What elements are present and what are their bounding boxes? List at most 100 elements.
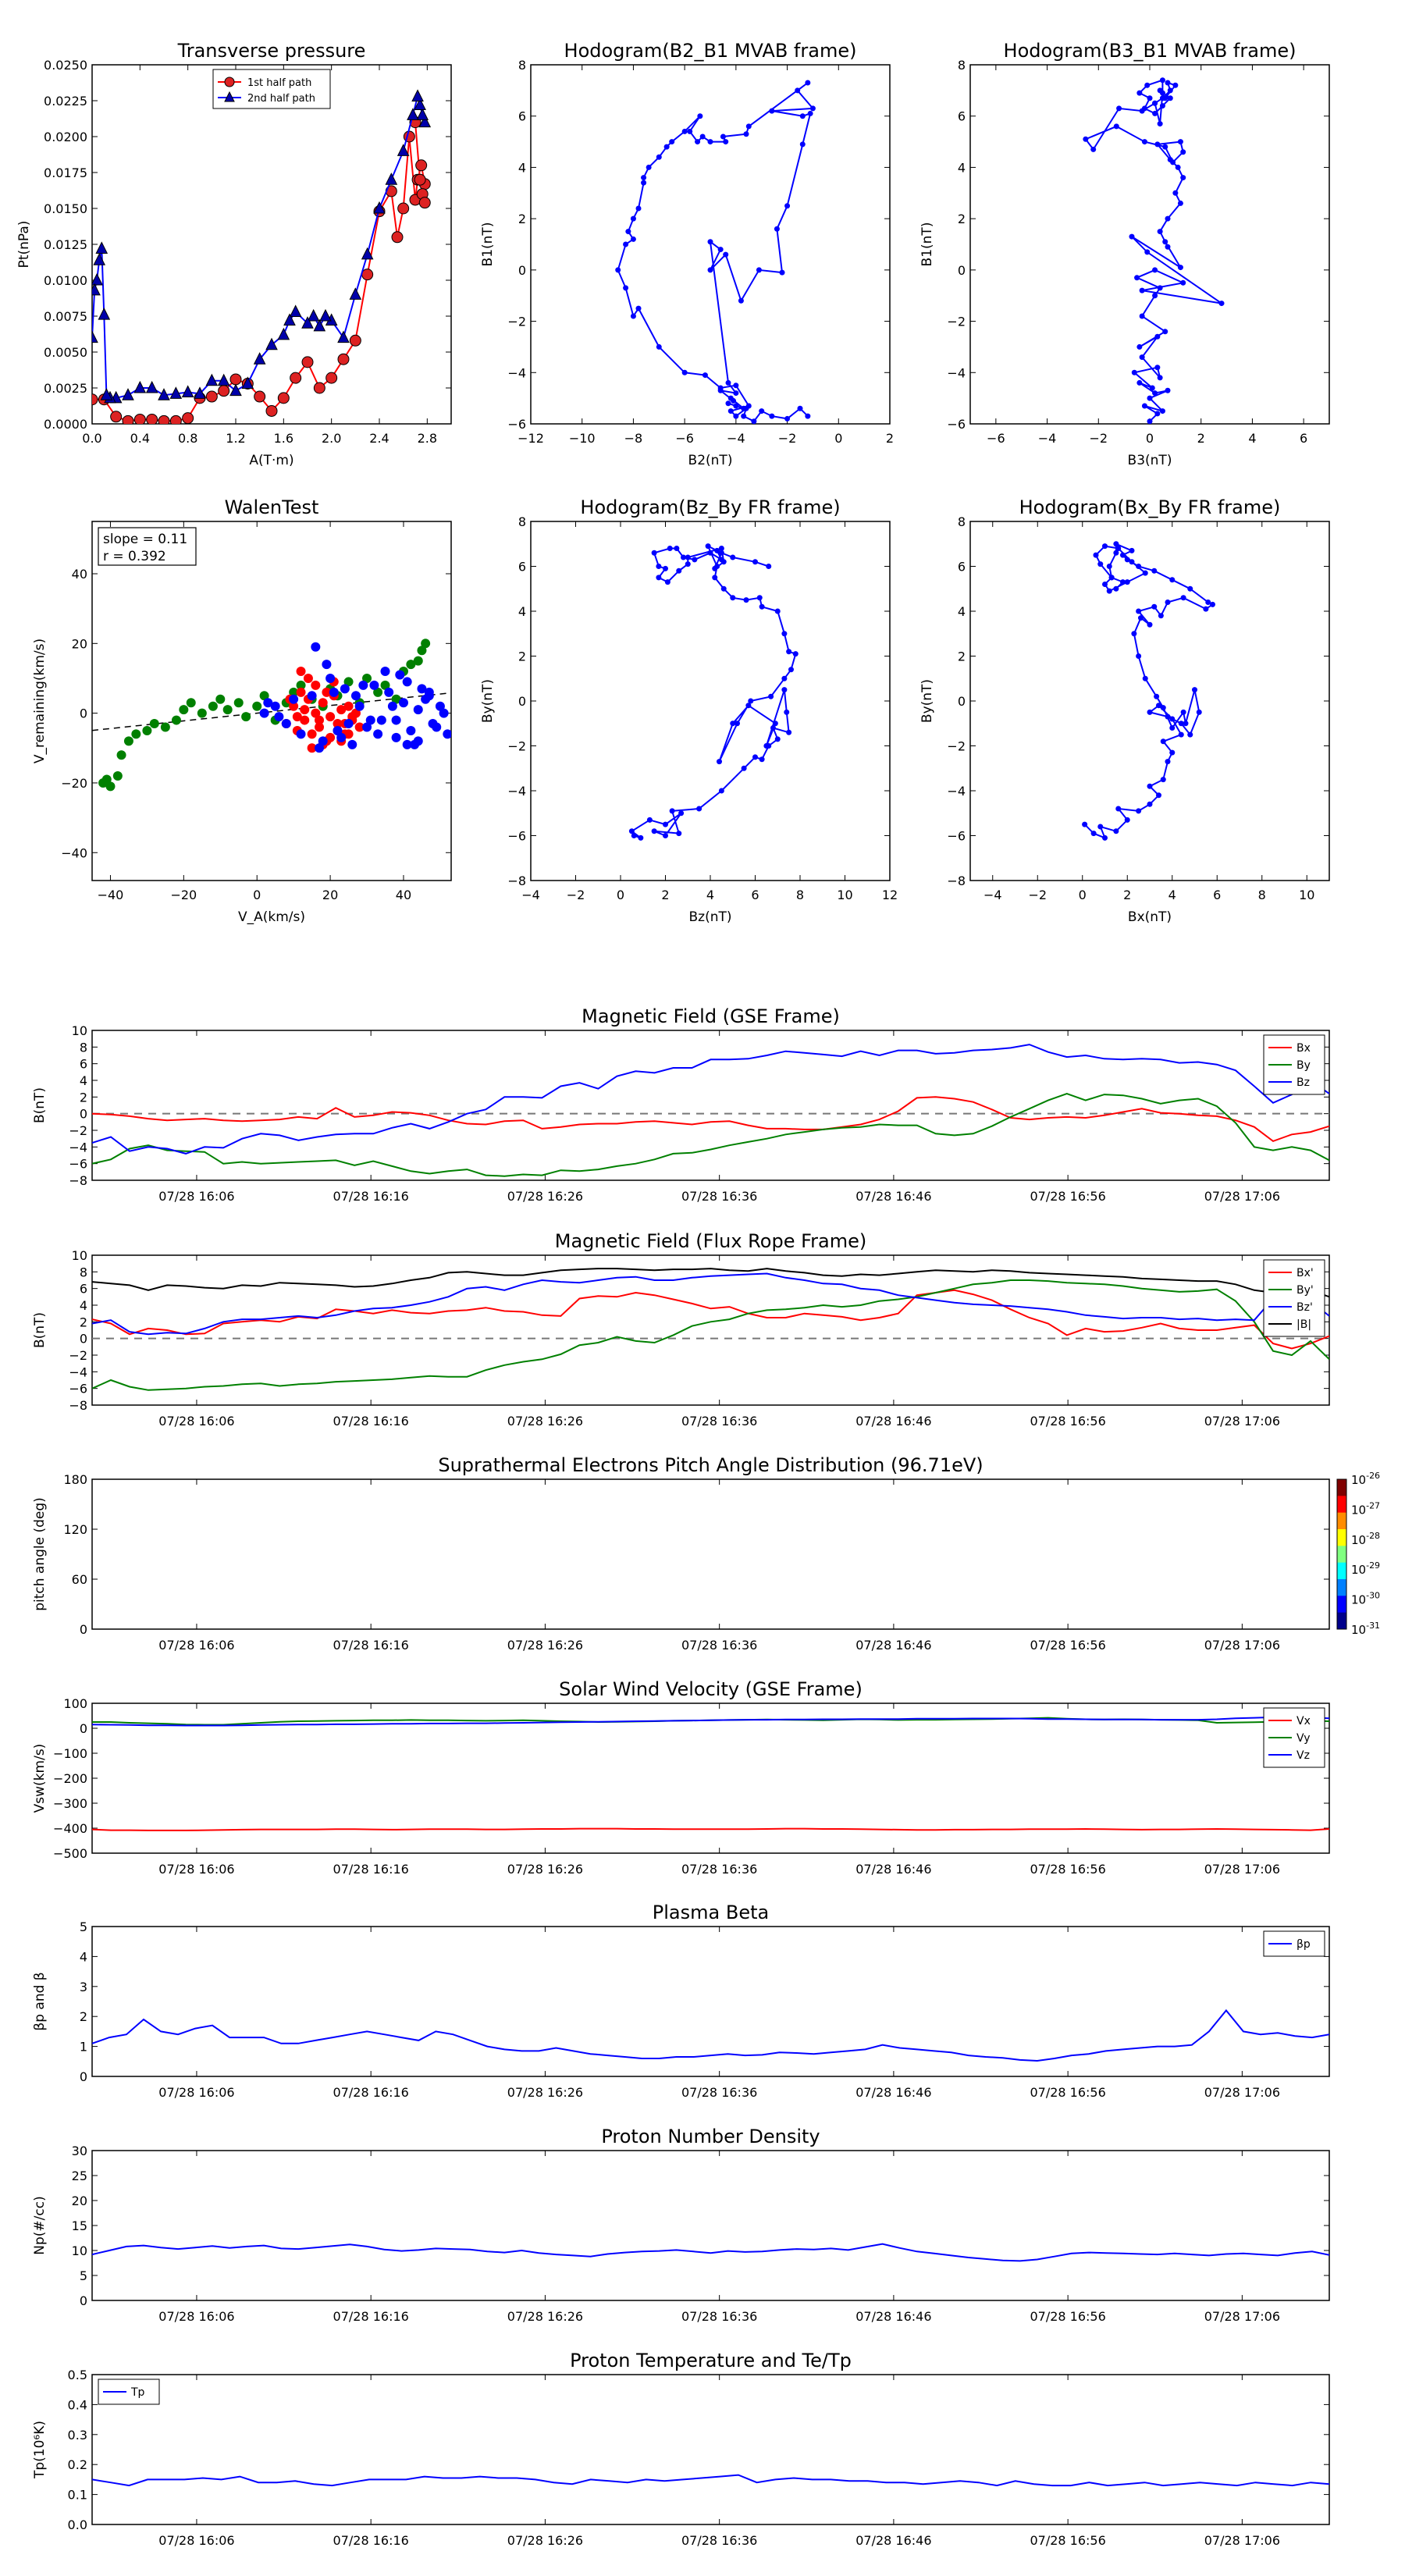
data-point	[1115, 546, 1122, 551]
x-tick-label: 07/28 16:56	[1030, 2085, 1105, 2100]
x-tick-label: 0.8	[178, 431, 197, 446]
x-tick-label: 07/28 16:56	[1030, 1414, 1105, 1429]
data-point-blue	[315, 743, 325, 753]
annotation-r: r = 0.392	[103, 549, 166, 564]
y-tick-label: 5	[80, 2268, 87, 2283]
data-point	[1203, 606, 1209, 612]
y-tick-label: 1	[80, 2040, 87, 2055]
data-point-blue	[318, 736, 328, 746]
y-tick-label: 30	[72, 2144, 87, 2158]
series-line-|B|	[92, 1268, 1329, 1298]
data-point	[349, 334, 361, 347]
data-point-blue	[311, 642, 321, 652]
data-point	[1136, 808, 1142, 814]
x-tick-label: 6	[751, 888, 759, 902]
chart-title: Solar Wind Velocity (GSE Frame)	[559, 1678, 863, 1700]
series-line-Bz'	[92, 1272, 1329, 1336]
data-point	[277, 327, 290, 340]
y-tick-label: 10	[72, 1023, 87, 1038]
x-tick-label: 07/28 16:46	[855, 1862, 931, 1877]
y-tick-label: 0	[80, 2069, 87, 2084]
data-point	[1165, 759, 1171, 765]
data-point	[630, 236, 636, 242]
data-point	[407, 108, 419, 120]
data-point	[714, 547, 720, 553]
data-point	[415, 159, 428, 172]
data-point	[685, 554, 691, 560]
data-point	[735, 720, 740, 727]
y-tick-label: −300	[53, 1796, 87, 1811]
x-tick-label: 0	[1079, 888, 1087, 902]
data-point-blue	[410, 739, 420, 749]
x-tick-label: −4	[1038, 431, 1057, 446]
y-tick-label: 8	[958, 58, 966, 73]
data-point-red	[311, 708, 321, 718]
colorbar-label-base: 10	[1351, 1563, 1366, 1577]
data-point	[1165, 713, 1171, 720]
x-tick-label: 07/28 17:06	[1204, 2533, 1280, 2548]
y-tick-label: −6	[69, 1157, 87, 1172]
y-axis-label: Pt(nPa)	[16, 221, 32, 269]
x-tick-label: 07/28 17:06	[1204, 1862, 1280, 1877]
data-point	[1177, 200, 1183, 206]
x-tick-label: 10	[837, 888, 852, 902]
colorbar-label-exp: -29	[1366, 1560, 1380, 1571]
data-point	[169, 415, 182, 424]
x-tick-label: −2	[778, 431, 797, 446]
data-point-green	[259, 691, 269, 701]
data-point	[1136, 343, 1143, 350]
y-tick-label: −20	[61, 776, 87, 791]
y-tick-label: −2	[947, 739, 966, 754]
data-point-blue	[354, 701, 365, 711]
data-point-red	[325, 732, 336, 742]
data-point	[1106, 588, 1112, 594]
y-axis-label: Vsw(km/s)	[32, 1744, 48, 1813]
plot-frame	[91, 1030, 1330, 1181]
legend-marker	[224, 76, 235, 87]
data-point	[1147, 801, 1153, 807]
data-point	[158, 388, 170, 400]
data-point	[656, 575, 662, 581]
data-point-blue	[347, 739, 357, 749]
x-tick-label: −2	[1028, 888, 1047, 902]
x-axis-label: V_A(km/s)	[238, 909, 305, 925]
x-tick-label: 07/28 16:56	[1030, 1638, 1105, 1653]
data-point	[720, 585, 727, 592]
data-point	[349, 287, 362, 300]
x-tick-label: 2.4	[369, 431, 389, 446]
data-point-green	[105, 781, 116, 792]
x-tick-label: 07/28 16:36	[681, 2309, 757, 2324]
data-point	[1165, 215, 1171, 222]
y-tick-label: 4	[80, 1073, 87, 1088]
data-point-blue	[424, 687, 434, 697]
data-point	[630, 313, 636, 319]
x-tick-label: 07/28 16:16	[333, 1189, 409, 1204]
data-point	[416, 108, 429, 120]
data-point	[741, 405, 747, 411]
data-point-blue	[307, 691, 317, 701]
data-point	[707, 139, 713, 145]
y-axis-label: Tp(10⁶K)	[32, 2421, 48, 2479]
data-point	[725, 400, 731, 407]
x-tick-label: 07/28 16:56	[1030, 1862, 1105, 1877]
data-point	[1147, 783, 1153, 789]
data-point	[784, 415, 791, 422]
data-point	[1124, 579, 1130, 585]
y-tick-label: 6	[518, 560, 526, 575]
plot-area	[92, 89, 432, 424]
data-point	[1129, 233, 1135, 240]
y-tick-label: 8	[80, 1265, 87, 1279]
data-point	[681, 554, 686, 560]
data-point	[774, 226, 780, 232]
data-point	[319, 308, 332, 322]
legend-label: 2nd half path	[247, 93, 315, 105]
x-tick-label: 8	[796, 888, 804, 902]
data-point	[1159, 408, 1165, 415]
data-point	[1154, 365, 1161, 371]
x-tick-label: −4	[984, 888, 1002, 902]
x-tick-label: −2	[567, 888, 585, 902]
y-tick-label: 4	[80, 1298, 87, 1313]
data-point	[696, 806, 702, 812]
y-tick-label: 0.0200	[44, 130, 87, 144]
y-tick-label: 0	[80, 1622, 87, 1637]
